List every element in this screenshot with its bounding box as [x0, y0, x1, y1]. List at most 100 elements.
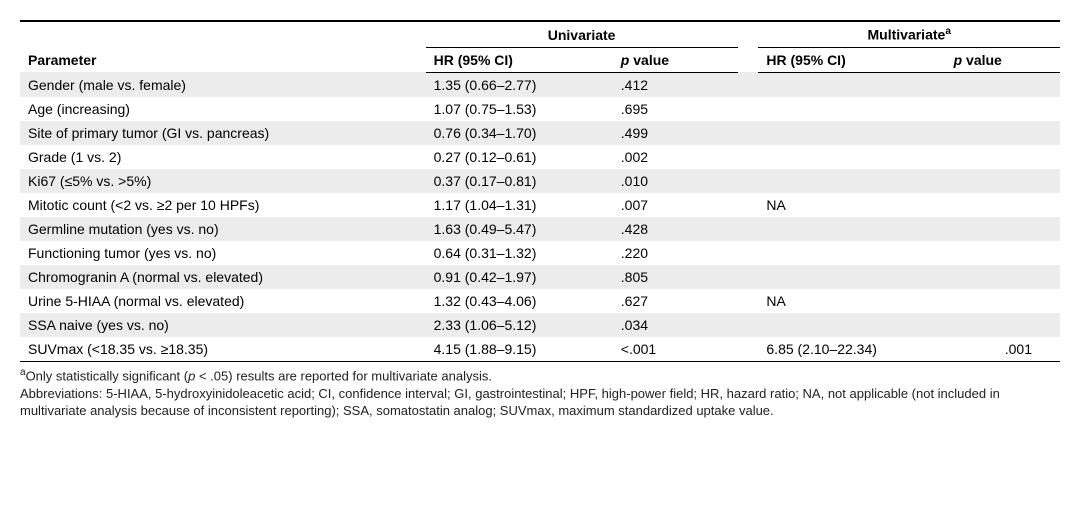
- cell-p-univariate: <.001: [613, 337, 738, 362]
- header-multivariate-sup: a: [945, 26, 951, 37]
- cell-p-univariate: .695: [613, 97, 738, 121]
- cell-hr-multivariate: [758, 241, 945, 265]
- cell-parameter: Urine 5-HIAA (normal vs. elevated): [20, 289, 426, 313]
- cell-hr-univariate: 0.91 (0.42–1.97): [426, 265, 613, 289]
- table-row: SSA naive (yes vs. no)2.33 (1.06–5.12).0…: [20, 313, 1060, 337]
- cell-hr-univariate: 1.32 (0.43–4.06): [426, 289, 613, 313]
- cell-hr-multivariate: [758, 121, 945, 145]
- cell-spacer: [738, 169, 759, 193]
- cell-spacer: [738, 72, 759, 97]
- table-row: Urine 5-HIAA (normal vs. elevated)1.32 (…: [20, 289, 1060, 313]
- cell-hr-multivariate: NA: [758, 289, 945, 313]
- cell-spacer: [738, 145, 759, 169]
- cell-p-univariate: .002: [613, 145, 738, 169]
- cell-spacer: [738, 289, 759, 313]
- table-header: Parameter Univariate Multivariatea HR (9…: [20, 21, 1060, 72]
- cell-spacer: [738, 241, 759, 265]
- cell-p-univariate: .428: [613, 217, 738, 241]
- table-row: Chromogranin A (normal vs. elevated)0.91…: [20, 265, 1060, 289]
- table-row: Age (increasing)1.07 (0.75–1.53).695: [20, 97, 1060, 121]
- cell-hr-multivariate: [758, 217, 945, 241]
- cell-hr-multivariate: [758, 145, 945, 169]
- cell-parameter: Functioning tumor (yes vs. no): [20, 241, 426, 265]
- cell-hr-univariate: 0.37 (0.17–0.81): [426, 169, 613, 193]
- cell-parameter: SUVmax (<18.35 vs. ≥18.35): [20, 337, 426, 362]
- cell-parameter: Age (increasing): [20, 97, 426, 121]
- cell-p-multivariate: [946, 217, 1060, 241]
- cell-p-multivariate: [946, 265, 1060, 289]
- footnote-a-prefix: Only statistically significant (: [26, 368, 189, 383]
- cell-p-multivariate: [946, 72, 1060, 97]
- cell-hr-multivariate: [758, 169, 945, 193]
- header-pvalue-multi: p value: [946, 47, 1060, 72]
- table-body: Gender (male vs. female)1.35 (0.66–2.77)…: [20, 72, 1060, 361]
- cell-hr-univariate: 0.76 (0.34–1.70): [426, 121, 613, 145]
- cell-hr-univariate: 4.15 (1.88–9.15): [426, 337, 613, 362]
- cell-hr-univariate: 2.33 (1.06–5.12): [426, 313, 613, 337]
- cell-hr-univariate: 0.64 (0.31–1.32): [426, 241, 613, 265]
- cell-spacer: [738, 337, 759, 362]
- cell-spacer: [738, 265, 759, 289]
- cell-parameter: Mitotic count (<2 vs. ≥2 per 10 HPFs): [20, 193, 426, 217]
- cell-p-multivariate: [946, 289, 1060, 313]
- table-row: Mitotic count (<2 vs. ≥2 per 10 HPFs)1.1…: [20, 193, 1060, 217]
- cell-parameter: Site of primary tumor (GI vs. pancreas): [20, 121, 426, 145]
- cell-hr-univariate: 0.27 (0.12–0.61): [426, 145, 613, 169]
- cell-spacer: [738, 193, 759, 217]
- table-row: Site of primary tumor (GI vs. pancreas)0…: [20, 121, 1060, 145]
- cell-p-univariate: .499: [613, 121, 738, 145]
- header-multivariate-label: Multivariate: [868, 27, 946, 43]
- cell-hr-multivariate: [758, 72, 945, 97]
- cell-p-univariate: .034: [613, 313, 738, 337]
- footnote-a: aOnly statistically significant (p < .05…: [20, 366, 1060, 385]
- header-univariate: Univariate: [426, 21, 738, 47]
- cell-parameter: Gender (male vs. female): [20, 72, 426, 97]
- cell-spacer: [738, 313, 759, 337]
- cell-hr-multivariate: [758, 265, 945, 289]
- cell-parameter: Ki67 (≤5% vs. >5%): [20, 169, 426, 193]
- p-suffix: value: [962, 52, 1002, 68]
- cell-hr-multivariate: 6.85 (2.10–22.34): [758, 337, 945, 362]
- cell-p-univariate: .220: [613, 241, 738, 265]
- cell-p-univariate: .010: [613, 169, 738, 193]
- cell-parameter: Germline mutation (yes vs. no): [20, 217, 426, 241]
- header-hr-ci-uni: HR (95% CI): [426, 47, 613, 72]
- p-italic: p: [954, 52, 963, 68]
- table-row: Germline mutation (yes vs. no)1.63 (0.49…: [20, 217, 1060, 241]
- cell-parameter: Grade (1 vs. 2): [20, 145, 426, 169]
- table-row: Functioning tumor (yes vs. no)0.64 (0.31…: [20, 241, 1060, 265]
- cell-p-multivariate: [946, 193, 1060, 217]
- cell-p-multivariate: [946, 169, 1060, 193]
- cell-p-univariate: .627: [613, 289, 738, 313]
- cell-hr-multivariate: [758, 313, 945, 337]
- footnote-abbrev: Abbreviations: 5-HIAA, 5-hydroxyinidolea…: [20, 385, 1060, 420]
- table-row: SUVmax (<18.35 vs. ≥18.35)4.15 (1.88–9.1…: [20, 337, 1060, 362]
- header-pvalue-uni: p value: [613, 47, 738, 72]
- cell-spacer: [738, 217, 759, 241]
- cell-p-multivariate: [946, 241, 1060, 265]
- cell-parameter: Chromogranin A (normal vs. elevated): [20, 265, 426, 289]
- cell-p-multivariate: [946, 97, 1060, 121]
- footnotes: aOnly statistically significant (p < .05…: [20, 366, 1060, 420]
- results-table: Parameter Univariate Multivariatea HR (9…: [20, 20, 1060, 362]
- cell-p-multivariate: [946, 121, 1060, 145]
- cell-hr-univariate: 1.63 (0.49–5.47): [426, 217, 613, 241]
- table-row: Ki67 (≤5% vs. >5%)0.37 (0.17–0.81).010: [20, 169, 1060, 193]
- cell-hr-univariate: 1.35 (0.66–2.77): [426, 72, 613, 97]
- footnote-a-suffix: < .05) results are reported for multivar…: [195, 368, 492, 383]
- cell-hr-univariate: 1.17 (1.04–1.31): [426, 193, 613, 217]
- cell-p-univariate: .805: [613, 265, 738, 289]
- cell-hr-multivariate: NA: [758, 193, 945, 217]
- cell-p-univariate: .412: [613, 72, 738, 97]
- cell-p-multivariate: .001: [946, 337, 1060, 362]
- cell-hr-univariate: 1.07 (0.75–1.53): [426, 97, 613, 121]
- header-multivariate: Multivariatea: [758, 21, 1060, 47]
- cell-p-univariate: .007: [613, 193, 738, 217]
- cell-p-multivariate: [946, 313, 1060, 337]
- cell-spacer: [738, 121, 759, 145]
- p-suffix: value: [629, 52, 669, 68]
- header-hr-ci-multi: HR (95% CI): [758, 47, 945, 72]
- cell-hr-multivariate: [758, 97, 945, 121]
- cell-p-multivariate: [946, 145, 1060, 169]
- cell-spacer: [738, 97, 759, 121]
